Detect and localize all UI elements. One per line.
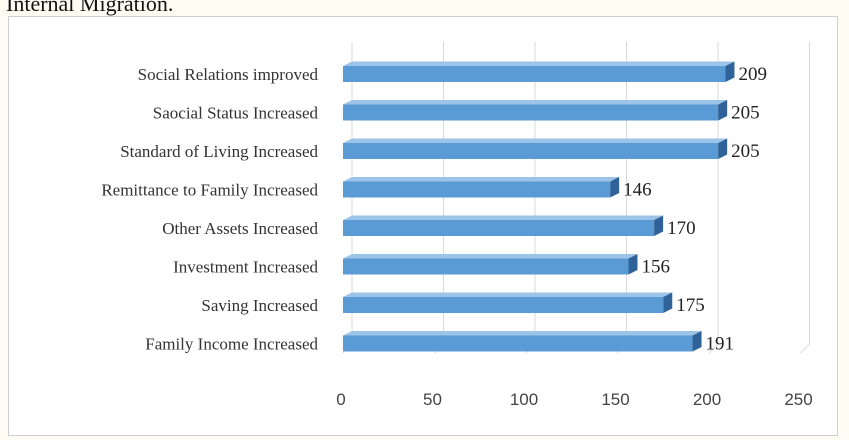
bar-top-face xyxy=(343,254,638,259)
bar-top-face xyxy=(343,292,673,297)
x-tick-label: 250 xyxy=(784,390,812,409)
bar-top-face xyxy=(343,177,620,182)
value-label: 156 xyxy=(641,257,670,278)
x-tick-label: 0 xyxy=(336,390,345,409)
value-label: 205 xyxy=(731,103,760,124)
bar-side-face xyxy=(692,331,702,352)
category-label: Saving Increased xyxy=(201,296,318,315)
value-label: 209 xyxy=(738,64,767,85)
bar-side-face xyxy=(718,100,728,121)
value-label: 191 xyxy=(706,334,735,355)
category-label: Investment Increased xyxy=(173,258,318,277)
bar xyxy=(343,181,611,198)
figure-caption: Internal Migration. xyxy=(6,0,174,16)
value-label: 170 xyxy=(667,218,696,239)
category-label: Remittance to Family Increased xyxy=(101,181,318,200)
bar xyxy=(343,258,629,275)
bar-top-face xyxy=(343,61,735,66)
x-tick-label: 150 xyxy=(601,390,629,409)
bar xyxy=(343,104,719,121)
bar-side-face xyxy=(718,138,728,159)
bar xyxy=(343,66,726,82)
bar-top-face xyxy=(343,331,702,336)
bar-top-face xyxy=(343,215,664,220)
category-label: Standard of Living Increased xyxy=(120,142,318,161)
bar-top-face xyxy=(343,100,728,105)
category-label: Saocial Status Increased xyxy=(153,104,319,123)
bar-side-face xyxy=(654,215,664,236)
category-label: Family Income Increased xyxy=(145,335,318,354)
value-label: 205 xyxy=(731,141,760,162)
value-label: 175 xyxy=(676,295,705,316)
bar xyxy=(343,297,664,313)
x-tick-label: 200 xyxy=(693,390,721,409)
bar-side-face xyxy=(628,254,638,275)
gridline-floor-250 xyxy=(800,343,810,354)
x-tick-label: 50 xyxy=(423,390,442,409)
bar-side-face xyxy=(610,177,620,198)
x-tick-label: 100 xyxy=(510,390,538,409)
category-label: Social Relations improved xyxy=(138,65,319,84)
category-label: Other Assets Increased xyxy=(162,219,318,238)
bar-side-face xyxy=(663,292,673,313)
value-label: 146 xyxy=(623,180,652,201)
bar xyxy=(343,220,655,236)
gridline-floor-200 xyxy=(708,343,719,354)
bar xyxy=(343,335,693,352)
bar-side-face xyxy=(725,61,735,82)
bar xyxy=(343,143,719,159)
bar-top-face xyxy=(343,138,728,143)
